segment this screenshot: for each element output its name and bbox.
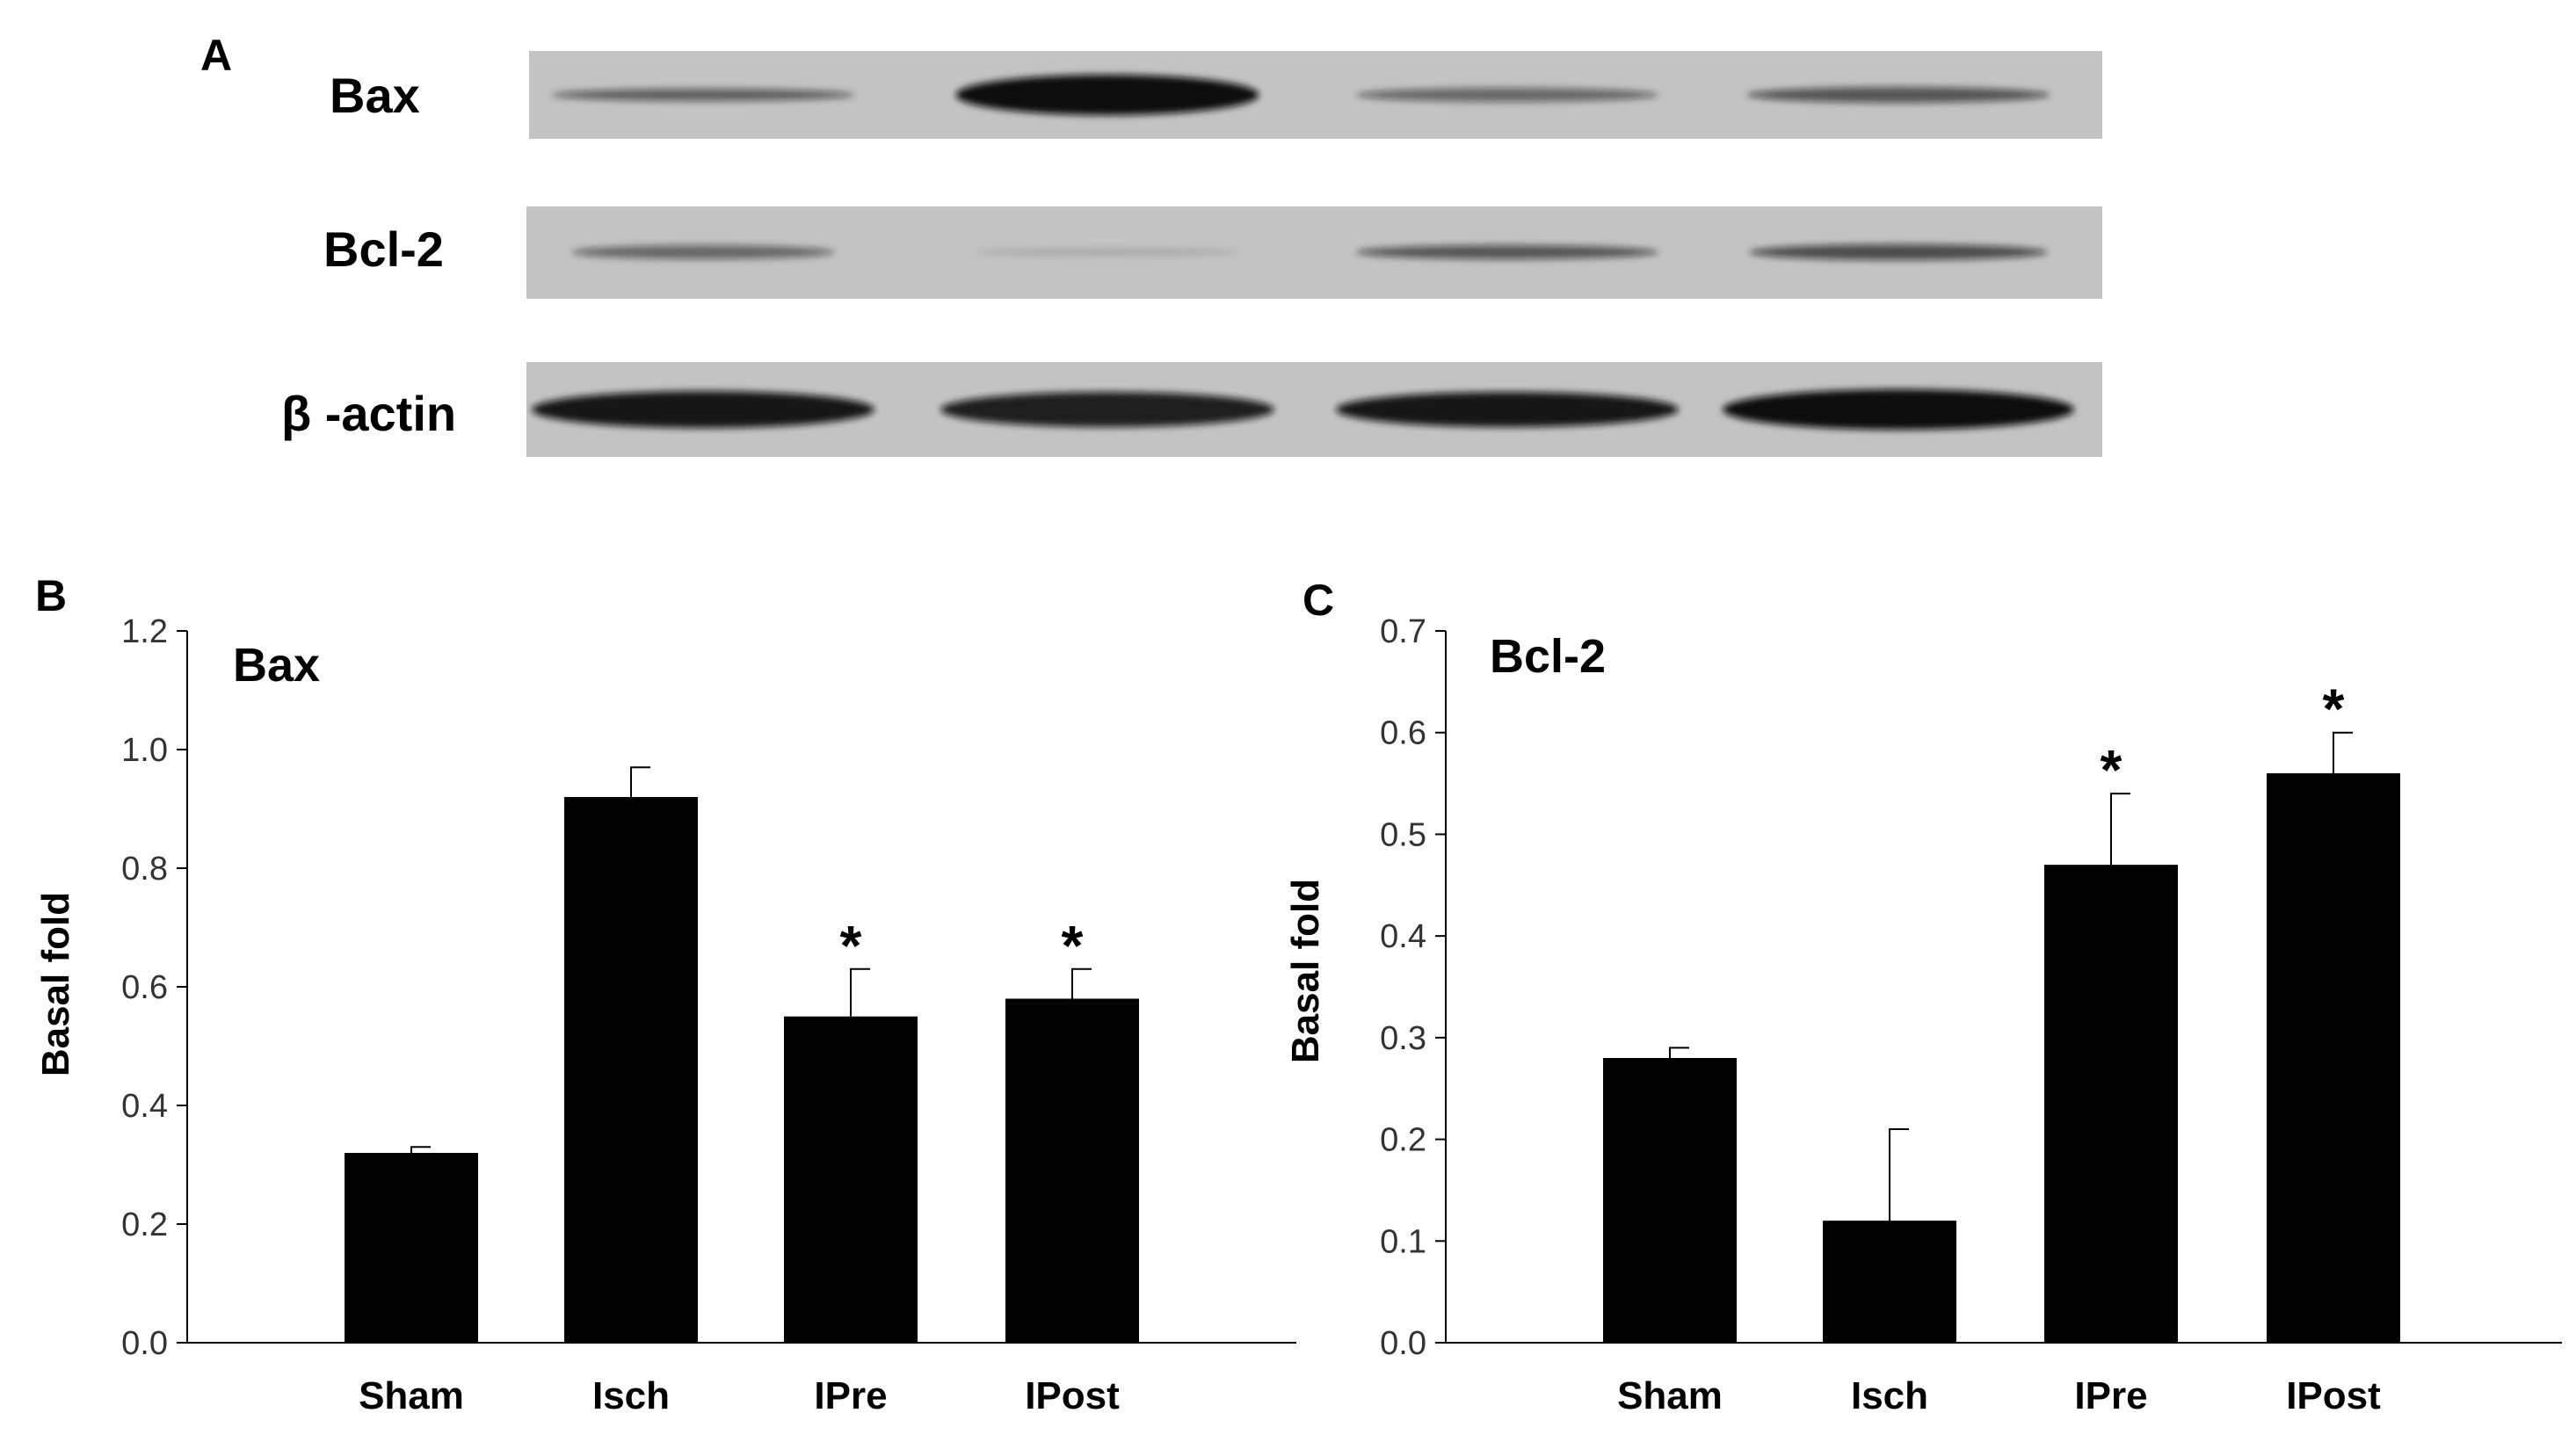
category-label: IPre (2074, 1374, 2147, 1417)
blot-row-bax: Bax (330, 51, 2102, 139)
y-tick-label: 0.2 (1380, 1122, 1426, 1159)
blot-label-bax: Bax (330, 68, 420, 123)
bar-ipre (2044, 865, 2178, 1343)
y-tick-label: 0.3 (1380, 1020, 1426, 1057)
y-tick-label: 0.2 (121, 1206, 168, 1243)
y-tick-label: 0.4 (1380, 918, 1426, 955)
panel-b-letter: B (35, 571, 67, 620)
bar-sham (1603, 1058, 1737, 1343)
error-bar (630, 766, 650, 797)
significance-marker: * (1062, 914, 1084, 977)
blot-band (571, 245, 835, 259)
category-label: IPost (1025, 1374, 1120, 1417)
blot-band (940, 392, 1274, 427)
y-tick-label: 0.1 (1380, 1223, 1426, 1260)
y-tick-label: 0.6 (1380, 715, 1426, 752)
blot-row-actin: β -actin (281, 362, 2102, 457)
error-bar (2110, 793, 2130, 866)
blot-band (1749, 244, 2048, 260)
chart-c-y-axis-label: Basal fold (1284, 879, 1327, 1063)
blot-band (955, 75, 1259, 115)
blot-label-actin: β -actin (281, 386, 456, 441)
y-tick-label: 0.5 (1380, 816, 1426, 853)
y-tick-label: 1.2 (121, 613, 168, 650)
category-label: Sham (359, 1374, 464, 1417)
blot-row-bcl2: Bcl-2 (323, 207, 2102, 299)
y-tick-label: 0.7 (1380, 613, 1426, 650)
blot-band (551, 89, 855, 101)
y-tick-label: 0.6 (121, 969, 168, 1006)
chart-c-title: Bcl-2 (1490, 630, 1606, 683)
category-label: Isch (592, 1374, 670, 1417)
blot-band (1723, 389, 2074, 430)
category-label: Sham (1617, 1374, 1723, 1417)
error-bar (850, 967, 870, 1017)
error-bar (2333, 731, 2353, 773)
blot-bands-bcl2 (571, 244, 2048, 260)
y-tick-label: 0.8 (121, 851, 168, 888)
bar-isch (564, 797, 698, 1343)
error-bar (410, 1146, 431, 1153)
blot-band (1746, 87, 2050, 103)
significance-marker: * (840, 914, 862, 977)
y-tick-label: 0.0 (121, 1325, 168, 1362)
y-tick-label: 1.0 (121, 732, 168, 769)
bar-isch (1823, 1221, 1956, 1343)
chart-b-title: Bax (233, 639, 320, 692)
y-tick-label: 0.4 (121, 1088, 168, 1125)
bax-bar-chart: Bax Basal fold 0.0 0.2 0.4 0.6 0.8 1.0 1.2 Sham… (34, 613, 1296, 1417)
category-label: IPost (2286, 1374, 2381, 1417)
western-blot: Bax Bcl-2 β -actin (281, 51, 2102, 457)
category-label: IPre (814, 1374, 887, 1417)
bar-ipre (784, 1016, 918, 1343)
blot-bands-bax (551, 75, 2050, 115)
panel-c-letter: C (1303, 576, 1334, 625)
panel-a-letter: A (200, 31, 232, 80)
y-tick-label: 0.0 (1380, 1325, 1426, 1362)
category-label: Isch (1851, 1374, 1928, 1417)
blot-band (1355, 88, 1659, 102)
blot-bands-actin (532, 389, 2074, 430)
significance-marker: * (2101, 738, 2122, 801)
chart-b-y-axis-label: Basal fold (34, 892, 77, 1076)
blot-band (1336, 392, 1679, 427)
error-bar (1071, 967, 1092, 999)
blot-band (532, 391, 874, 428)
bar-ipost (2267, 773, 2400, 1343)
blot-label-bcl2: Bcl-2 (323, 221, 444, 277)
bcl2-bar-chart: Bcl-2 Basal fold 0.0 0.1 0.2 0.3 0.4 0.5 0.6 0.… (1284, 613, 2562, 1417)
bar-ipost (1005, 998, 1139, 1343)
blot-band (976, 249, 1239, 256)
significance-marker: * (2323, 678, 2345, 741)
error-bar (1889, 1128, 1909, 1221)
bar-sham (345, 1153, 478, 1343)
error-bar (1669, 1047, 1689, 1058)
blot-band (1355, 245, 1659, 259)
